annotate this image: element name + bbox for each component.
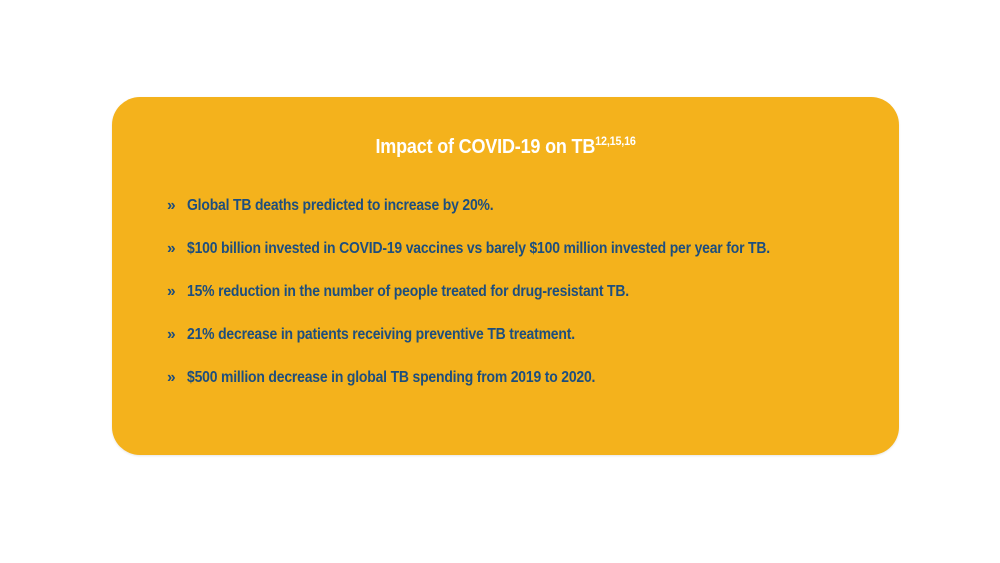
bullet-item: » $500 million decrease in global TB spe… — [167, 369, 869, 386]
card-title-inner: Impact of COVID-19 on TB12,15,16 — [375, 130, 635, 158]
bullet-item: » Global TB deaths predicted to increase… — [167, 197, 869, 214]
bullet-text: 15% reduction in the number of people tr… — [187, 283, 629, 300]
bullet-marker-icon: » — [167, 369, 176, 386]
bullet-text: $100 billion invested in COVID-19 vaccin… — [187, 240, 770, 257]
bullet-text: 21% decrease in patients receiving preve… — [187, 326, 575, 343]
bullet-text: Global TB deaths predicted to increase b… — [187, 197, 494, 214]
info-card: Impact of COVID-19 on TB12,15,16 » Globa… — [112, 97, 899, 455]
bullet-text: $500 million decrease in global TB spend… — [187, 369, 596, 386]
bullet-item: » 21% decrease in patients receiving pre… — [167, 326, 869, 343]
bullet-list: » Global TB deaths predicted to increase… — [167, 197, 869, 412]
bullet-marker-icon: » — [167, 326, 176, 343]
bullet-marker-icon: » — [167, 197, 176, 214]
bullet-item: » 15% reduction in the number of people … — [167, 283, 869, 300]
bullet-item: » $100 billion invested in COVID-19 vacc… — [167, 240, 869, 257]
card-title-text: Impact of COVID-19 on TB — [375, 136, 596, 158]
bullet-marker-icon: » — [167, 240, 176, 257]
bullet-marker-icon: » — [167, 283, 176, 300]
card-title: Impact of COVID-19 on TB12,15,16 — [112, 130, 899, 158]
title-superscript-references: 12,15,16 — [595, 134, 636, 148]
